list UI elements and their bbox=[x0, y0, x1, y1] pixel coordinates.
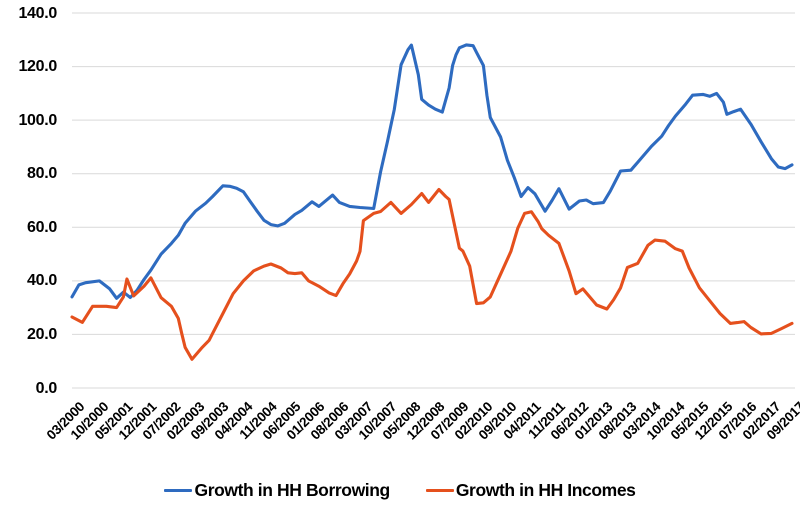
incomes-line-swatch bbox=[425, 488, 454, 492]
legend-item-incomes: Growth in HH Incomes bbox=[425, 479, 636, 501]
gridlines bbox=[72, 12, 795, 389]
series-line-growth-in-hh-borrowing bbox=[70, 43, 794, 300]
legend: Growth in HH Borrowing Growth in HH Inco… bbox=[0, 474, 800, 506]
legend-label-borrowing: Growth in HH Borrowing bbox=[194, 479, 390, 500]
legend-label-incomes: Growth in HH Incomes bbox=[455, 479, 636, 500]
series-line-growth-in-hh-incomes bbox=[70, 187, 794, 361]
legend-item-borrowing: Growth in HH Borrowing bbox=[164, 479, 390, 501]
borrowing-line-swatch bbox=[164, 488, 193, 492]
